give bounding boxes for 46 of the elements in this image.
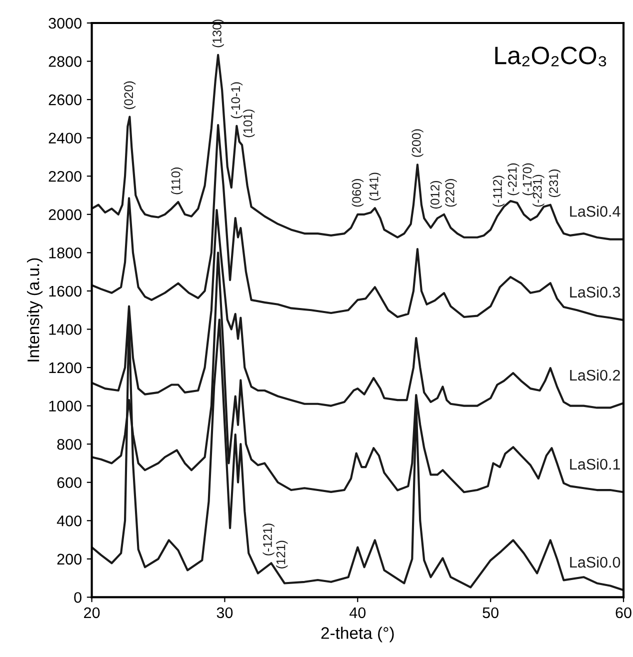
y-axis-title: Intensity (a.u.) xyxy=(26,258,43,362)
annotation: La₂O₂CO₃ xyxy=(495,46,606,66)
x-axis-title: 2-theta (°) xyxy=(321,626,394,642)
annotation: (101) xyxy=(243,110,255,138)
y-tick-label: 1000 xyxy=(49,400,82,412)
series-label: LaSi0.4 xyxy=(570,206,620,217)
annotation: (-121) xyxy=(262,524,274,556)
x-tick-label: 20 xyxy=(84,607,100,618)
y-tick-label: 3000 xyxy=(48,18,82,29)
annotation: (012) xyxy=(430,180,442,209)
y-tick-label: 1600 xyxy=(49,286,82,297)
y-tick-label: 1800 xyxy=(49,248,82,258)
annotation: (130) xyxy=(212,20,224,48)
y-tick-label: 200 xyxy=(57,554,82,565)
series-label: LaSi0.3 xyxy=(570,286,620,298)
annotation: (020) xyxy=(124,81,136,110)
y-tick-label: 1400 xyxy=(49,324,82,335)
annotation: (-112) xyxy=(492,176,504,207)
y-tick-label: 0 xyxy=(74,592,82,603)
annotation: (110) xyxy=(171,168,183,194)
y-tick-label: 2800 xyxy=(48,56,82,67)
annotation: (-10-1) xyxy=(230,82,242,118)
y-tick-label: 400 xyxy=(56,516,82,526)
annotation: (200) xyxy=(412,129,424,157)
series-label: LaSi0.0 xyxy=(570,556,620,568)
annotation: (060) xyxy=(352,179,364,207)
x-tick-label: 60 xyxy=(616,607,632,618)
y-tick-label: 2000 xyxy=(48,209,82,220)
annotation: (-170) xyxy=(522,163,534,196)
y-tick-label: 2200 xyxy=(48,170,82,182)
annotation: (220) xyxy=(445,179,457,207)
annotation: (231) xyxy=(548,169,560,198)
y-tick-label: 1200 xyxy=(49,362,82,374)
series-label: LaSi0.2 xyxy=(570,369,620,381)
annotation: (-231) xyxy=(532,174,544,207)
x-tick-label: 40 xyxy=(350,607,366,618)
annotation: (-221) xyxy=(508,163,520,196)
series-label: LaSi0.1 xyxy=(570,458,620,470)
y-tick-label: 800 xyxy=(57,438,82,450)
y-tick-label: 2600 xyxy=(48,94,82,106)
annotation: (141) xyxy=(369,172,381,200)
x-tick-label: 50 xyxy=(482,607,498,618)
y-tick-label: 600 xyxy=(57,477,82,488)
y-tick-label: 2400 xyxy=(48,132,82,144)
annotation: (121) xyxy=(276,540,288,568)
x-tick-label: 30 xyxy=(216,607,233,618)
